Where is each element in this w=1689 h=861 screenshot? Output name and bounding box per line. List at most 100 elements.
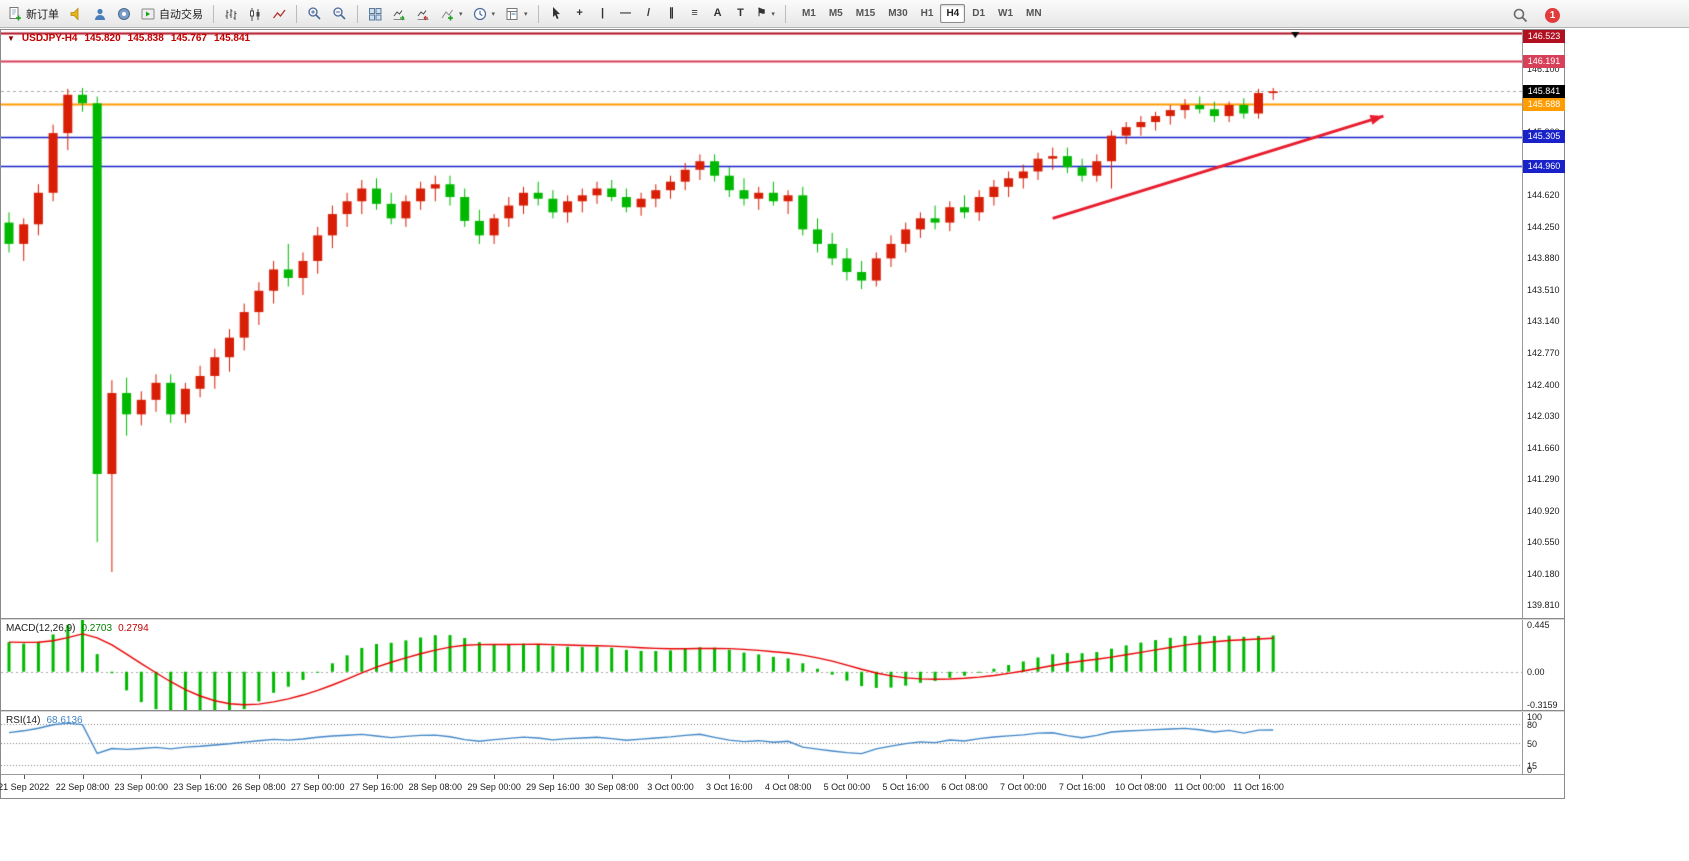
time-axis-label: 27 Sep 00:00 (290, 782, 345, 792)
toolbar-separator (213, 4, 214, 23)
crosshair-button[interactable]: + (569, 3, 591, 25)
price-axis-label: 144.620 (1527, 190, 1560, 201)
timeframe-button-m1[interactable]: M1 (801, 8, 816, 19)
time-axis-label: 26 Sep 08:00 (232, 782, 286, 792)
time-axis-tick (83, 775, 84, 779)
price-axis-label: 143.880 (1527, 253, 1560, 264)
timeframe-button-w1[interactable]: W1 (998, 8, 1014, 19)
arrow-objects-button[interactable]: ⚑ ▾ (753, 3, 779, 25)
tile-windows-button[interactable] (364, 3, 386, 25)
vertical-line-icon: | (601, 7, 605, 19)
toolbar-separator (296, 4, 297, 23)
timeframe-button-d1[interactable]: D1 (972, 8, 986, 19)
price-axis-label: 140.180 (1527, 568, 1560, 579)
dropdown-icon: ▾ (524, 10, 528, 18)
time-axis-tick (141, 775, 142, 779)
macd-label: MACD(12,26,9) 0.2703 0.2794 (6, 623, 149, 634)
time-axis-label: 30 Sep 08:00 (584, 782, 639, 792)
line-chart-icon (272, 9, 286, 18)
cursor-button[interactable] (545, 3, 567, 25)
rsi-name: RSI(14) (6, 715, 41, 726)
new-order-button[interactable]: 新订单 (4, 3, 63, 25)
toolbar-separator (357, 4, 358, 23)
time-axis-tick (965, 775, 966, 779)
trendline-button[interactable]: / (638, 3, 660, 25)
periods-button[interactable]: ▾ (469, 3, 500, 25)
time-axis-label: 29 Sep 16:00 (526, 782, 580, 792)
timeframe-button-h4[interactable]: H4 (940, 4, 966, 23)
time-axis-label: 23 Sep 16:00 (173, 782, 227, 792)
horn-icon (70, 7, 79, 20)
price-axis-label: 140.550 (1527, 537, 1560, 548)
price-chart-canvas[interactable] (1, 30, 1522, 618)
text-button[interactable]: A (707, 3, 729, 25)
text-label-button[interactable]: T (730, 3, 752, 25)
line-chart-button[interactable] (268, 3, 290, 25)
zoom-in-button[interactable] (303, 3, 326, 25)
bar-chart-icon (225, 8, 237, 20)
time-axis-label: 29 Sep 00:00 (467, 782, 521, 792)
cursor-icon (552, 7, 560, 19)
profiles-button[interactable] (89, 3, 111, 25)
auto-scroll-button[interactable] (388, 3, 410, 25)
chart-open-value: 145.820 (84, 33, 121, 44)
templates-button[interactable]: ▾ (501, 3, 532, 25)
vertical-line-button[interactable]: | (592, 3, 614, 25)
timeframe-button-h1[interactable]: H1 (920, 8, 934, 19)
rsi-axis-label: 0 (1527, 765, 1533, 775)
fibonacci-retracement-button[interactable]: ≡ (684, 3, 706, 25)
chart-low-value: 145.767 (170, 33, 207, 44)
time-axis-tick (377, 775, 378, 779)
chart-shift-icon (417, 9, 429, 20)
macd-splitter[interactable] (1, 618, 1564, 620)
time-axis-label: 3 Oct 00:00 (647, 782, 694, 792)
text-label-icon: T (737, 7, 744, 19)
equidistant-channel-button[interactable]: ∥ (661, 3, 683, 25)
timeframe-button-m15[interactable]: M15 (855, 8, 876, 19)
timeframe-button-m5[interactable]: M5 (828, 8, 843, 19)
price-axis-label: 141.660 (1527, 442, 1560, 453)
equidistant-channel-icon: ∥ (668, 7, 675, 19)
time-axis-tick (729, 775, 730, 779)
bar-chart-button[interactable] (220, 3, 242, 25)
sound-button[interactable] (65, 3, 87, 25)
chart-title: ▼ USDJPY-H4 145.820 145.838 145.767 145.… (7, 33, 250, 44)
hline-price-badge: 144.960 (1523, 159, 1565, 173)
candlestick-chart-button[interactable] (244, 3, 266, 25)
chart-symbol: USDJPY-H4 (21, 33, 78, 44)
indicators-icon (441, 9, 453, 20)
timeframe-button-mn[interactable]: MN (1026, 8, 1042, 19)
horizontal-line-button[interactable]: — (615, 3, 637, 25)
time-axis-label: 7 Oct 16:00 (1058, 782, 1106, 792)
arrow-objects-icon: ⚑ (756, 7, 767, 19)
autotrading-button[interactable]: 自动交易 (137, 3, 207, 25)
clock-icon (473, 7, 486, 20)
chart-shift-button[interactable] (412, 3, 434, 25)
chart-window: ▼ USDJPY-H4 145.820 145.838 145.767 145.… (0, 29, 1565, 799)
time-axis[interactable]: 21 Sep 2022 22 Sep 08:00 23 Sep 00:00 23 Se… (0, 774, 1564, 798)
time-axis-label: 21 Sep 2022 (0, 782, 50, 792)
notification-badge[interactable]: 1 (1545, 7, 1560, 23)
zoom-out-button[interactable] (328, 3, 351, 25)
timeframe-button-m30[interactable]: M30 (888, 8, 908, 19)
hline-price-badge: 145.305 (1523, 130, 1565, 144)
indicators-button[interactable]: ▾ (436, 3, 467, 25)
symbol-marker-icon: ▼ (7, 34, 15, 43)
hline-price-badge: 146.191 (1523, 54, 1565, 68)
price-axis[interactable]: 146.470146.100145.730145.360144.990144.6… (1522, 30, 1565, 618)
rsi-splitter[interactable] (1, 710, 1564, 712)
price-axis-label: 139.810 (1527, 600, 1560, 611)
rsi-value: 68.6136 (46, 715, 83, 726)
rsi-axis[interactable]: 100 80 50 15 0 (1522, 712, 1564, 775)
macd-canvas[interactable] (1, 620, 1522, 710)
fibonacci-retracement-icon: ≡ (691, 7, 698, 19)
time-axis-label: 28 Sep 08:00 (408, 782, 463, 792)
metaeditor-button[interactable] (113, 3, 135, 25)
rsi-canvas[interactable] (1, 712, 1522, 774)
macd-panel: MACD(12,26,9) 0.2703 0.2794 0.445 0.00 -0.… (1, 620, 1564, 710)
time-axis-tick (906, 775, 907, 779)
time-axis-tick (671, 775, 672, 779)
search-button[interactable] (1508, 4, 1532, 26)
macd-axis[interactable]: 0.445 0.00 -0.3159 (1522, 620, 1564, 710)
time-axis-label: 5 Oct 00:00 (823, 782, 871, 792)
